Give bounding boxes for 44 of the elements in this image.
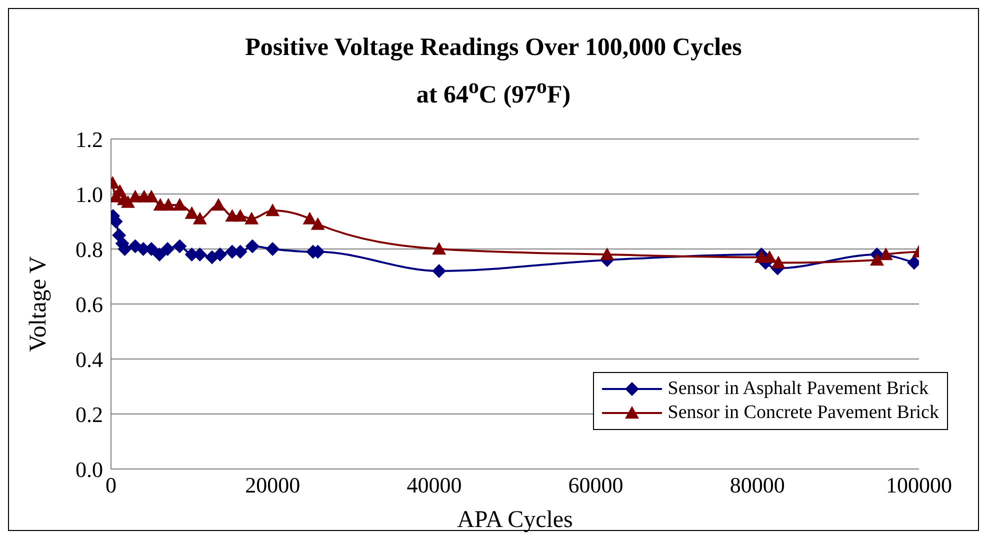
- point: [432, 242, 446, 255]
- point: [211, 198, 226, 211]
- point: [870, 253, 884, 266]
- point: [432, 264, 446, 278]
- y-tick-label: 0.0: [76, 456, 103, 482]
- point: [213, 248, 228, 262]
- x-axis-title: APA Cycles: [457, 507, 573, 533]
- point: [152, 248, 166, 262]
- point: [160, 242, 175, 256]
- x-tick-label: 0: [106, 472, 116, 498]
- y-tick-label: 1.0: [76, 182, 103, 207]
- point: [172, 198, 187, 211]
- y-tick-label: 0.8: [76, 236, 103, 262]
- point: [144, 190, 158, 202]
- point: [172, 239, 187, 254]
- chart-subtitle: at 64$^{o}$C (97$^{o}$F): [415, 73, 572, 110]
- point: [878, 248, 893, 260]
- x-tick-label: 40000: [406, 472, 462, 498]
- point: [244, 212, 259, 224]
- x-tick-label: 20000: [245, 472, 300, 498]
- point: [600, 248, 614, 260]
- point: [245, 239, 260, 254]
- y-tick-label: 0.6: [76, 292, 103, 317]
- y-axis-title: Voltage V: [26, 255, 52, 352]
- point: [233, 209, 248, 222]
- point: [120, 195, 135, 208]
- legend-label: Sensor in Concrete Pavement Brick: [668, 401, 939, 425]
- point: [302, 212, 317, 224]
- point: [771, 256, 786, 268]
- x-tick-label: 100000: [886, 472, 952, 498]
- y-tick-label: 0.2: [76, 402, 103, 427]
- point: [161, 198, 176, 211]
- point: [266, 242, 280, 256]
- point: [192, 212, 207, 224]
- x-tick-label: 80000: [730, 472, 785, 498]
- x-tick-label: 60000: [568, 472, 624, 498]
- point: [184, 206, 199, 219]
- point: [762, 250, 777, 263]
- y-tick-label: 0.4: [76, 346, 103, 372]
- point: [310, 217, 325, 230]
- point: [266, 204, 280, 216]
- y-tick-label: 1.2: [76, 126, 103, 152]
- legend-label: Sensor in Asphalt Pavement Brick: [668, 377, 928, 401]
- chart-title: Positive Voltage Readings Over 100,000 Cycles: [244, 33, 743, 63]
